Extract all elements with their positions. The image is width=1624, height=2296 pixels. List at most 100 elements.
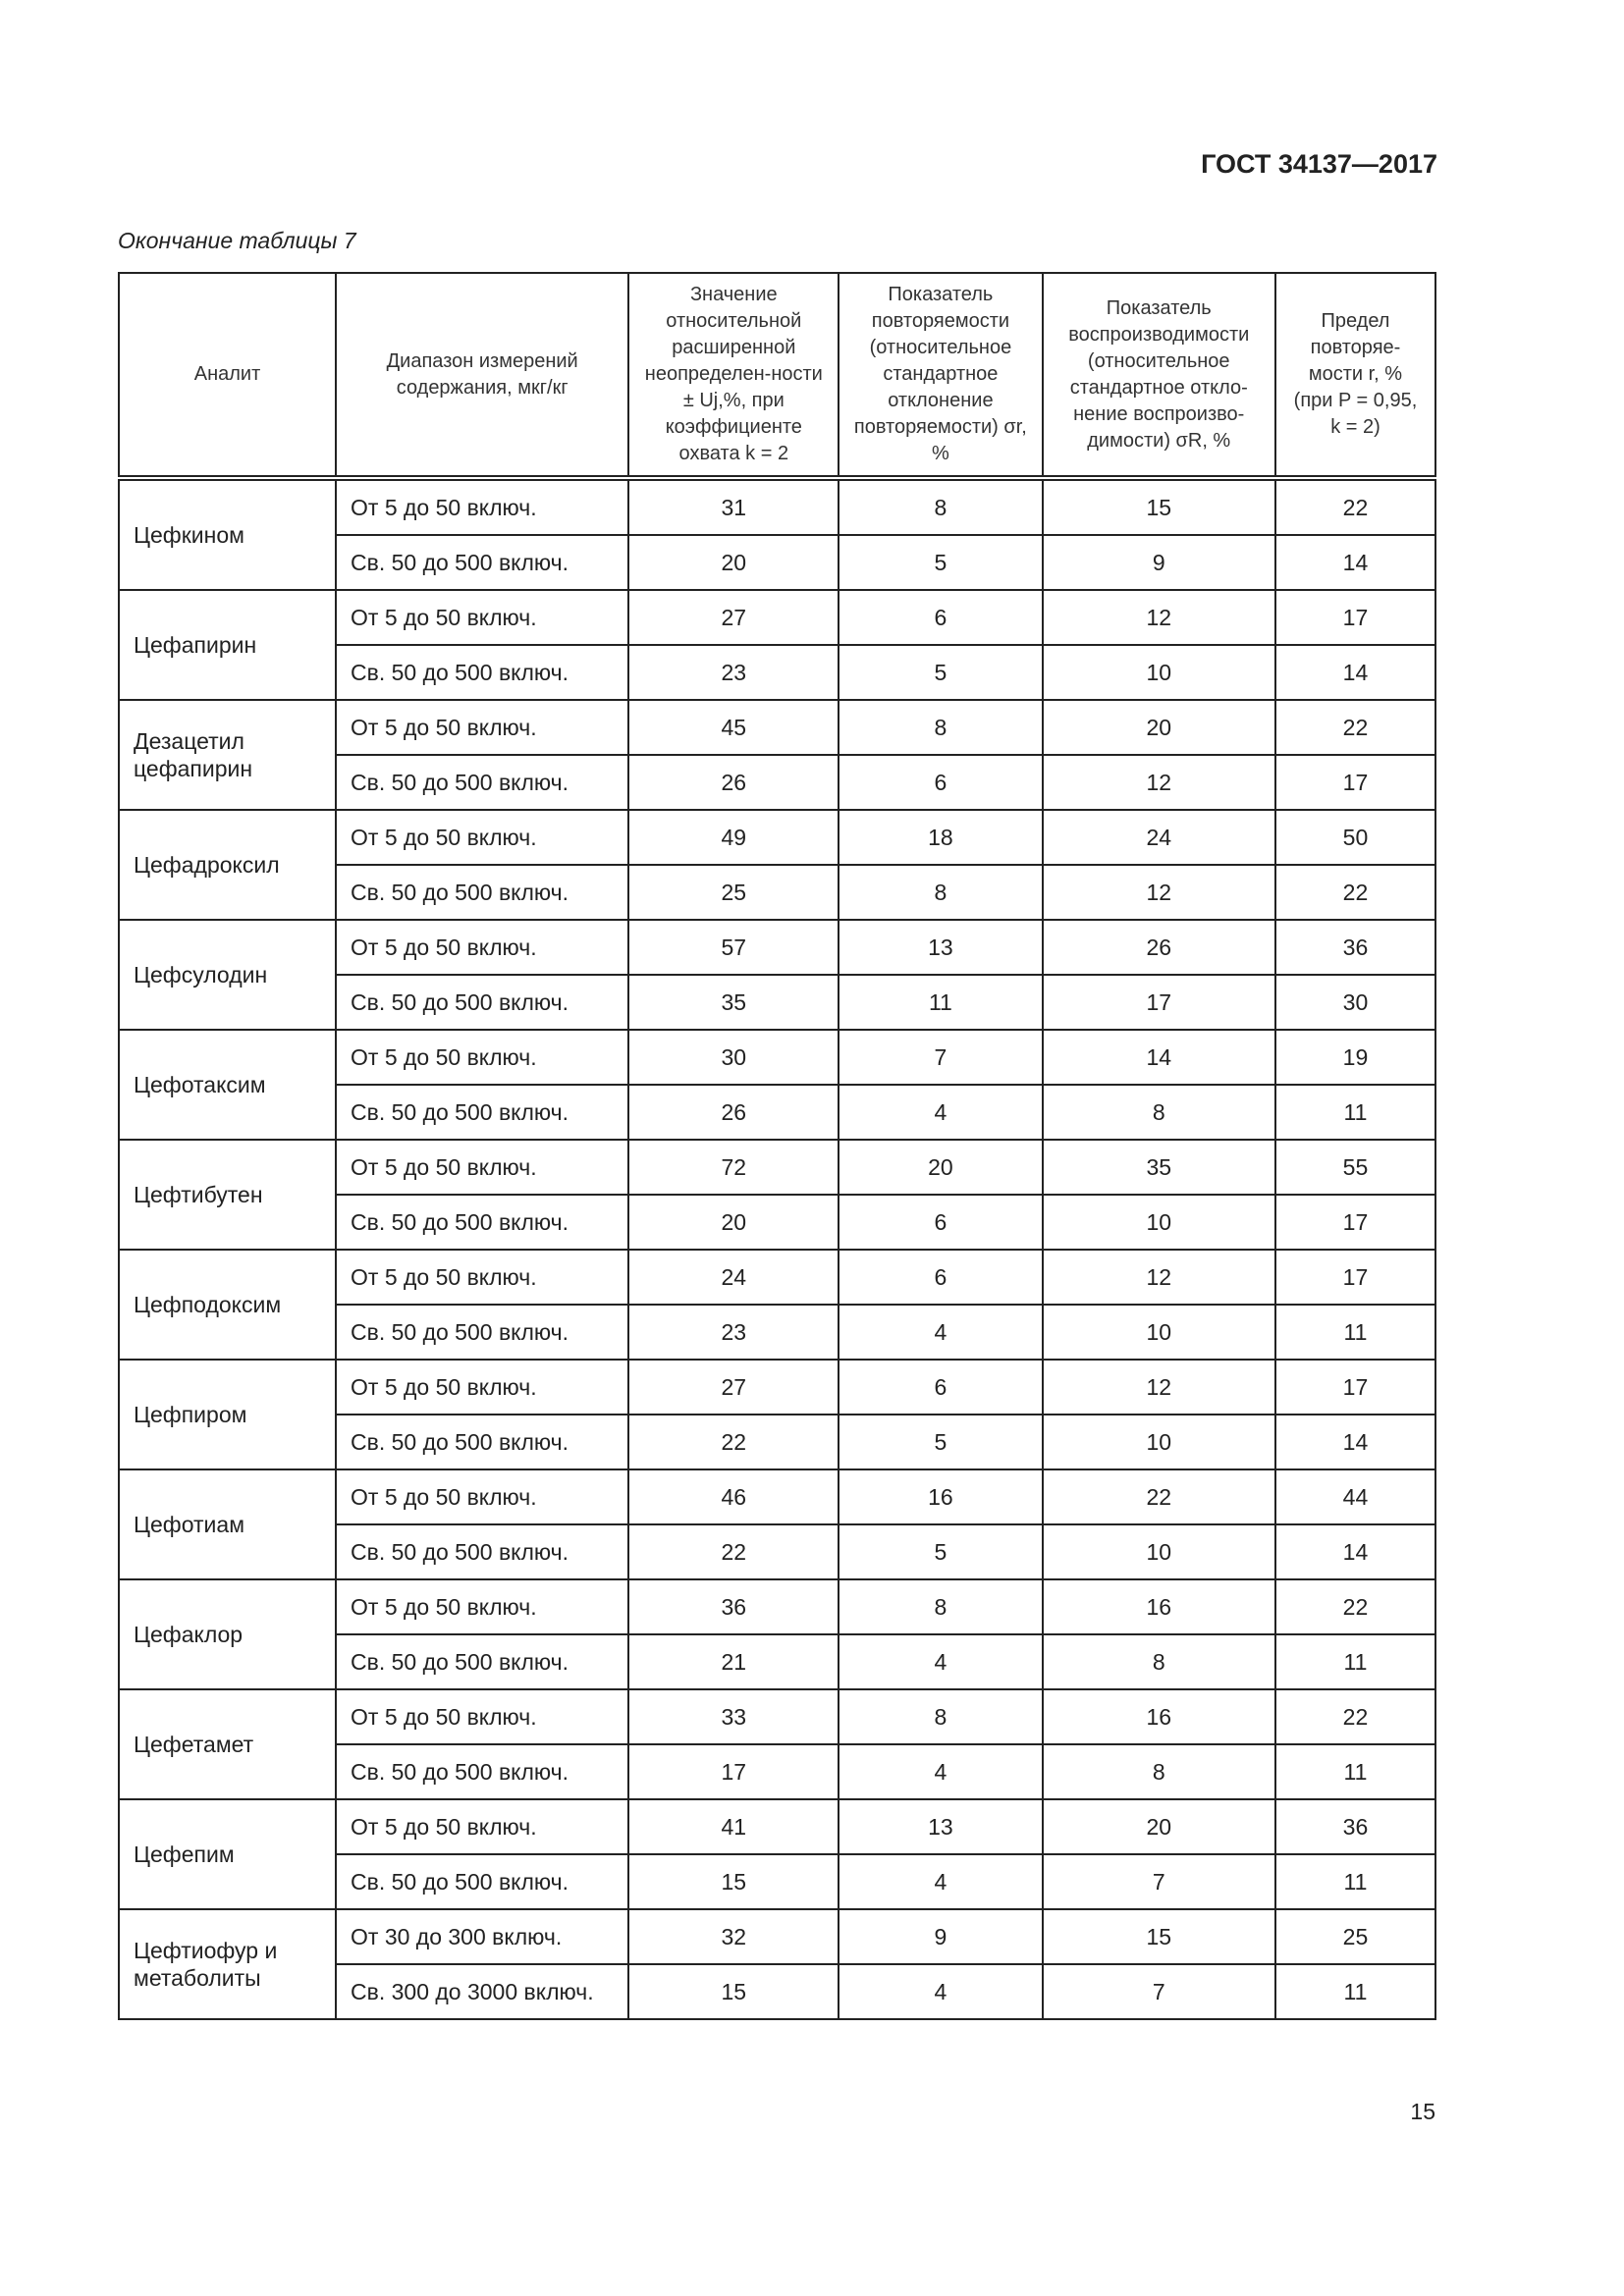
table-row: Цефадроксил От 5 до 50 включ. 49 18 24 50 [118, 809, 1437, 921]
range-cell: Св. 50 до 500 включ. [334, 1304, 630, 1361]
repeatability-cell: 6 [838, 754, 1044, 811]
uncertainty-cell: 22 [627, 1414, 840, 1470]
uncertainty-cell: 20 [627, 1194, 840, 1251]
limit-cell: 17 [1273, 1194, 1437, 1251]
table-row: Цефаклор От 5 до 50 включ. 36 8 16 22 [118, 1578, 1437, 1690]
table-row: Дезацетил цефапирин От 5 до 50 включ. 45 8 2… [118, 699, 1437, 811]
analyte-cell: Цефадроксил [118, 809, 337, 921]
range-cell: От 5 до 50 включ. [334, 589, 630, 646]
table-row: Цефкином От 5 до 50 включ. 31 8 15 22 [118, 477, 1437, 591]
limit-cell: 17 [1273, 589, 1437, 646]
range-cell: От 5 до 50 включ. [334, 1139, 630, 1196]
range-cell: От 5 до 50 включ. [334, 919, 630, 976]
uncertainty-cell: 35 [627, 974, 840, 1031]
limit-cell: 11 [1273, 1304, 1437, 1361]
range-cell: Св. 50 до 500 включ. [334, 1633, 630, 1690]
analyte-cell: Цефтиофур и метаболиты [118, 1908, 337, 2020]
repeatability-cell: 4 [838, 1084, 1044, 1141]
table-row: Св. 50 до 500 включ. 15 4 7 11 [119, 1853, 1437, 1910]
uncertainty-cell: 36 [627, 1578, 840, 1635]
uncertainty-cell: 17 [627, 1743, 840, 1800]
range-cell: Св. 50 до 500 включ. [334, 1194, 630, 1251]
table-header-row: Аналит Диапазон измерений содержания, мк… [118, 272, 1437, 479]
analyte-cell: Цефапирин [118, 589, 337, 701]
limit-cell: 14 [1273, 1414, 1437, 1470]
repeatability-cell: 6 [838, 1359, 1044, 1415]
table-row: Цефепим От 5 до 50 включ. 41 13 20 36 [118, 1798, 1437, 1910]
limit-cell: 22 [1273, 477, 1437, 536]
header-range: Диапазон измерений содержания, мкг/кг [334, 272, 630, 479]
table-row: Цефпиром От 5 до 50 включ. 27 6 12 17 [118, 1359, 1437, 1470]
repeatability-cell: 11 [838, 974, 1044, 1031]
repeatability-cell: 6 [838, 1249, 1044, 1306]
limit-cell: 17 [1273, 754, 1437, 811]
table-row: Св. 50 до 500 включ. 21 4 8 11 [119, 1633, 1437, 1690]
repeatability-cell: 5 [838, 534, 1044, 591]
table-row: Св. 50 до 500 включ. 25 8 12 22 [119, 864, 1437, 921]
reproducibility-cell: 12 [1041, 1359, 1276, 1415]
table-row: Св. 50 до 500 включ. 26 4 8 11 [119, 1084, 1437, 1141]
repeatability-cell: 8 [838, 1578, 1044, 1635]
table-row: Св. 50 до 500 включ. 23 4 10 11 [119, 1304, 1437, 1361]
table-row: Цефподоксим От 5 до 50 включ. 24 6 12 17 [118, 1249, 1437, 1361]
range-cell: От 5 до 50 включ. [334, 1029, 630, 1086]
table-row: Св. 50 до 500 включ. 17 4 8 11 [119, 1743, 1437, 1800]
limit-cell: 22 [1273, 864, 1437, 921]
limit-cell: 17 [1273, 1359, 1437, 1415]
reproducibility-cell: 20 [1041, 699, 1276, 756]
reproducibility-cell: 8 [1041, 1743, 1276, 1800]
reproducibility-cell: 17 [1041, 974, 1276, 1031]
reproducibility-cell: 7 [1041, 1963, 1276, 2020]
reproducibility-cell: 22 [1041, 1468, 1276, 1525]
repeatability-cell: 4 [838, 1743, 1044, 1800]
limit-cell: 14 [1273, 1523, 1437, 1580]
range-cell: От 5 до 50 включ. [334, 1578, 630, 1635]
table-row: Цефотиам От 5 до 50 включ. 46 16 22 44 [118, 1468, 1437, 1580]
uncertainty-cell: 15 [627, 1963, 840, 2020]
limit-cell: 11 [1273, 1633, 1437, 1690]
limit-cell: 36 [1273, 919, 1437, 976]
reproducibility-cell: 8 [1041, 1633, 1276, 1690]
limit-cell: 55 [1273, 1139, 1437, 1196]
limit-cell: 22 [1273, 1578, 1437, 1635]
page-number: 15 [1410, 2099, 1435, 2124]
uncertainty-cell: 32 [627, 1908, 840, 1965]
reproducibility-cell: 12 [1041, 589, 1276, 646]
limit-cell: 11 [1273, 1743, 1437, 1800]
repeatability-cell: 20 [838, 1139, 1044, 1196]
uncertainty-cell: 24 [627, 1249, 840, 1306]
table-caption: Окончание таблицы 7 [118, 228, 356, 253]
repeatability-cell: 7 [838, 1029, 1044, 1086]
reproducibility-cell: 10 [1041, 1414, 1276, 1470]
table-row: Св. 50 до 500 включ. 22 5 10 14 [119, 1523, 1437, 1580]
reproducibility-cell: 15 [1041, 1908, 1276, 1965]
uncertainty-cell: 46 [627, 1468, 840, 1525]
uncertainty-cell: 21 [627, 1633, 840, 1690]
repeatability-cell: 8 [838, 477, 1044, 536]
range-cell: Св. 50 до 500 включ. [334, 644, 630, 701]
uncertainty-cell: 45 [627, 699, 840, 756]
repeatability-cell: 4 [838, 1963, 1044, 2020]
header-reproducibility: Показатель воспроизводимости (относитель… [1041, 272, 1276, 479]
reproducibility-cell: 7 [1041, 1853, 1276, 1910]
uncertainty-cell: 31 [627, 477, 840, 536]
limit-cell: 11 [1273, 1084, 1437, 1141]
limit-cell: 25 [1273, 1908, 1437, 1965]
repeatability-cell: 6 [838, 1194, 1044, 1251]
limit-cell: 44 [1273, 1468, 1437, 1525]
repeatability-cell: 5 [838, 1414, 1044, 1470]
reproducibility-cell: 16 [1041, 1688, 1276, 1745]
table-row: Цефтибутен От 5 до 50 включ. 72 20 35 55 [118, 1139, 1437, 1251]
reproducibility-cell: 20 [1041, 1798, 1276, 1855]
reproducibility-cell: 10 [1041, 1304, 1276, 1361]
limit-cell: 50 [1273, 809, 1437, 866]
table-row: Св. 50 до 500 включ. 22 5 10 14 [119, 1414, 1437, 1470]
table-row: Цефапирин От 5 до 50 включ. 27 6 12 17 [118, 589, 1437, 701]
range-cell: Св. 50 до 500 включ. [334, 534, 630, 591]
reproducibility-cell: 14 [1041, 1029, 1276, 1086]
reproducibility-cell: 15 [1041, 477, 1276, 536]
limit-cell: 36 [1273, 1798, 1437, 1855]
range-cell: От 5 до 50 включ. [334, 699, 630, 756]
document-id: ГОСТ 34137—2017 [1201, 149, 1437, 179]
repeatability-cell: 8 [838, 699, 1044, 756]
